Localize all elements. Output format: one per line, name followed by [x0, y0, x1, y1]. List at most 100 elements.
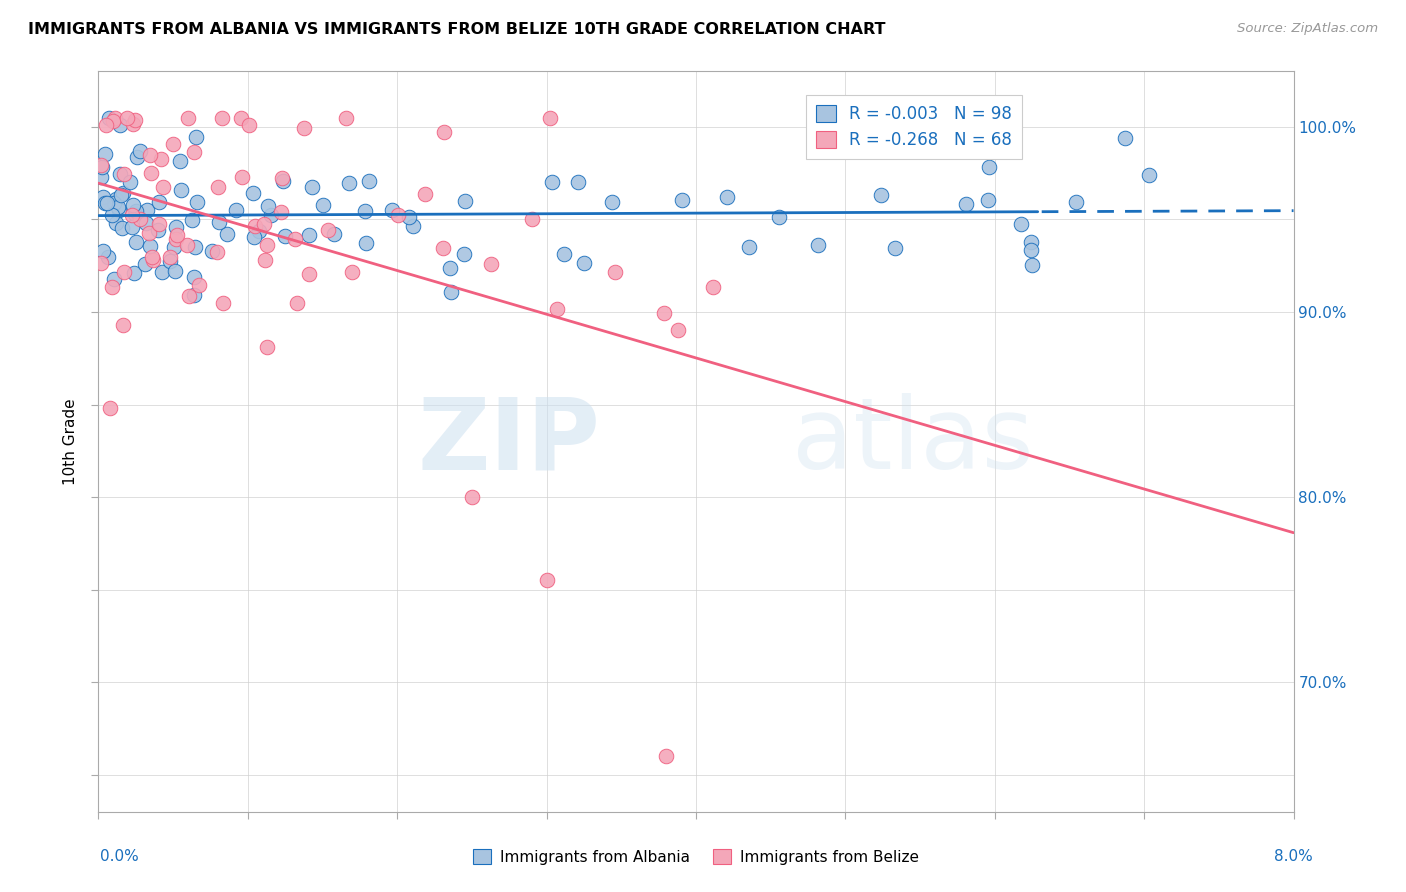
Point	[183, 145, 205, 159]
Point	[242, 186, 264, 200]
Point	[152, 180, 174, 194]
Point	[165, 264, 187, 278]
Point	[105, 192, 128, 206]
Point	[257, 199, 280, 213]
Point	[354, 204, 377, 219]
Point	[90, 158, 112, 172]
Point	[163, 239, 186, 253]
Point	[955, 197, 977, 211]
Point	[124, 267, 146, 281]
Point	[134, 257, 156, 271]
Point	[342, 265, 364, 279]
Point	[339, 177, 361, 191]
Point	[540, 175, 562, 189]
Point	[104, 111, 127, 125]
Text: Source: ZipAtlas.com: Source: ZipAtlas.com	[1237, 22, 1378, 36]
Point	[111, 220, 134, 235]
Y-axis label: 10th Grade: 10th Grade	[63, 398, 79, 485]
Point	[211, 295, 233, 310]
Point	[165, 232, 187, 246]
Point	[977, 160, 1000, 174]
Point	[292, 121, 315, 136]
Point	[229, 111, 252, 125]
Point	[98, 111, 121, 125]
Point	[122, 197, 145, 211]
Point	[112, 167, 135, 181]
Point	[1021, 258, 1043, 272]
Point	[323, 227, 346, 242]
Point	[243, 219, 266, 233]
Point	[335, 111, 357, 125]
Point	[183, 288, 205, 302]
Point	[201, 244, 224, 258]
Text: ZIP: ZIP	[418, 393, 600, 490]
Point	[181, 213, 204, 227]
Text: atlas: atlas	[792, 393, 1033, 490]
Point	[479, 256, 502, 270]
Point	[183, 270, 205, 285]
Point	[115, 111, 138, 125]
Point	[94, 196, 117, 211]
Point	[169, 153, 191, 168]
Point	[110, 187, 132, 202]
Point	[108, 202, 131, 217]
Point	[108, 118, 131, 132]
Point	[225, 203, 247, 218]
Point	[1114, 131, 1136, 145]
Point	[260, 208, 283, 222]
Point	[298, 228, 321, 243]
Point	[148, 217, 170, 231]
Point	[135, 217, 157, 231]
Point	[256, 340, 278, 354]
Point	[301, 180, 323, 194]
Point	[124, 207, 146, 221]
Point	[454, 194, 477, 208]
Point	[217, 227, 239, 242]
Text: IMMIGRANTS FROM ALBANIA VS IMMIGRANTS FROM BELIZE 10TH GRADE CORRELATION CHART: IMMIGRANTS FROM ALBANIA VS IMMIGRANTS FR…	[28, 22, 886, 37]
Point	[101, 208, 124, 222]
Point	[139, 239, 162, 253]
Point	[538, 111, 561, 125]
Point	[398, 210, 420, 224]
Point	[256, 237, 278, 252]
Point	[1137, 168, 1160, 182]
Point	[112, 318, 135, 332]
Point	[91, 244, 114, 259]
Point	[231, 169, 253, 184]
Point	[148, 194, 170, 209]
Text: 8.0%: 8.0%	[1274, 849, 1313, 864]
Point	[146, 223, 169, 237]
Point	[536, 574, 558, 588]
Point	[176, 237, 198, 252]
Point	[105, 216, 128, 230]
Point	[205, 244, 228, 259]
Point	[238, 118, 260, 132]
Point	[716, 190, 738, 204]
Point	[1010, 217, 1032, 231]
Point	[1019, 235, 1042, 249]
Point	[128, 144, 150, 158]
Point	[162, 137, 184, 152]
Point	[977, 193, 1000, 207]
Point	[118, 175, 141, 189]
Point	[94, 118, 117, 132]
Point	[298, 267, 321, 281]
Point	[870, 187, 893, 202]
Text: 0.0%: 0.0%	[100, 849, 139, 864]
Legend: Immigrants from Albania, Immigrants from Belize: Immigrants from Albania, Immigrants from…	[467, 843, 925, 871]
Point	[553, 246, 575, 260]
Point	[150, 152, 173, 166]
Point	[270, 205, 292, 219]
Point	[807, 237, 830, 252]
Point	[274, 228, 297, 243]
Point	[183, 240, 205, 254]
Point	[284, 232, 307, 246]
Point	[93, 146, 115, 161]
Point	[439, 260, 461, 275]
Point	[176, 111, 198, 125]
Point	[166, 228, 188, 243]
Point	[101, 113, 124, 128]
Point	[316, 223, 339, 237]
Point	[1019, 244, 1042, 258]
Point	[159, 254, 181, 268]
